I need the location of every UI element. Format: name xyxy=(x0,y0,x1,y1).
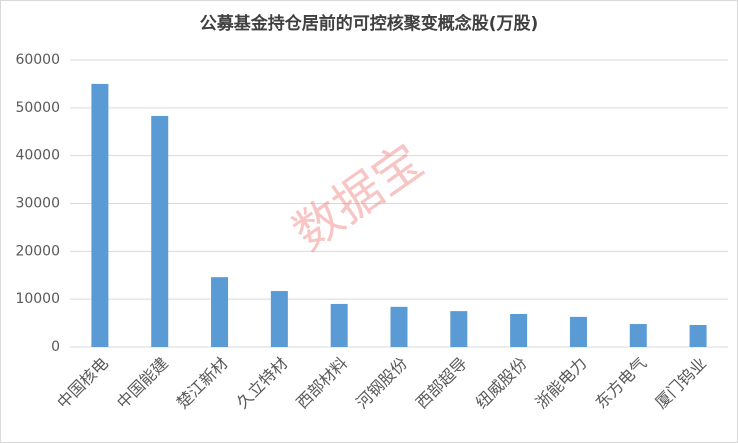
bar xyxy=(510,313,528,347)
bar xyxy=(689,324,707,347)
y-tick-label: 60000 xyxy=(15,52,60,68)
y-tick-label: 40000 xyxy=(15,148,60,164)
bar xyxy=(390,306,408,347)
y-tick-label: 50000 xyxy=(15,100,60,116)
bar xyxy=(629,324,647,347)
bar xyxy=(91,83,109,348)
bar xyxy=(211,277,229,347)
y-tick-label: 0 xyxy=(51,339,60,355)
bar xyxy=(270,291,288,347)
bar xyxy=(330,303,348,347)
y-tick-label: 30000 xyxy=(15,196,60,212)
bar xyxy=(569,316,587,347)
bar xyxy=(151,115,169,347)
bar xyxy=(450,311,468,347)
y-tick-label: 20000 xyxy=(15,243,60,259)
chart-title: 公募基金持仓居前的可控核聚变概念股(万股) xyxy=(200,13,539,34)
y-tick-label: 10000 xyxy=(15,291,60,307)
